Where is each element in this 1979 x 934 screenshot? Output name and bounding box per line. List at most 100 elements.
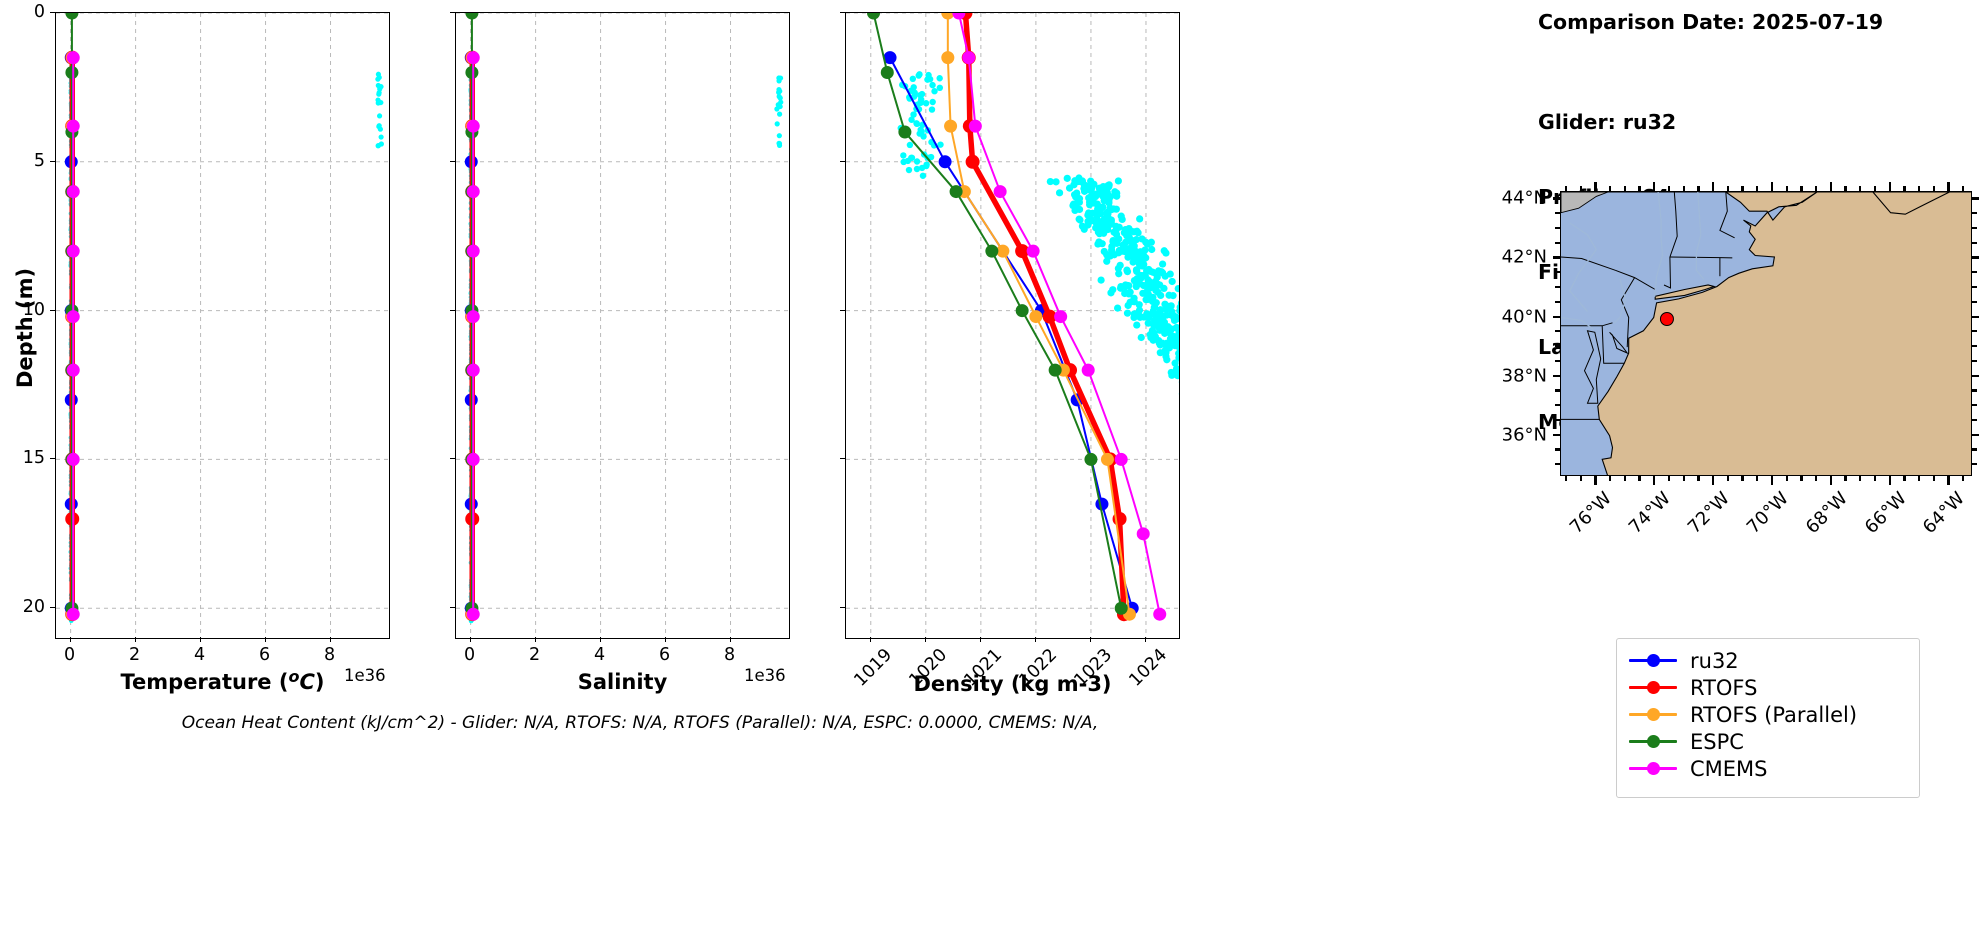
- x-tick-label: 2: [529, 645, 541, 665]
- y-tick-mark: [50, 12, 55, 13]
- map-lon-label: 70°W: [1742, 488, 1793, 538]
- map-lat-tick-left: [1555, 212, 1560, 215]
- map-lon-tick-bottom: [1829, 476, 1832, 485]
- y-tick-mark: [840, 12, 845, 13]
- glider-name-text: Glider: ru32: [1538, 110, 1677, 134]
- x-tick-mark: [534, 637, 536, 642]
- land-polygon: [1561, 192, 1971, 475]
- legend-item-rtofs[interactable]: RTOFS: [1629, 674, 1905, 701]
- map-lat-tick-left: [1555, 271, 1560, 274]
- x-tick-label: 0: [64, 645, 76, 665]
- y-tick-mark: [450, 607, 455, 609]
- legend-item-ru32[interactable]: ru32: [1629, 647, 1905, 674]
- river: [1695, 192, 1705, 280]
- y-tick-mark: [50, 458, 55, 460]
- legend-item-cmems[interactable]: CMEMS: [1629, 755, 1905, 782]
- map-lon-tick-bottom: [1962, 476, 1965, 481]
- temperature-axis-title: Temperature (oC): [120, 667, 325, 694]
- y-tick-mark: [840, 458, 845, 460]
- delaware-bay: [1609, 331, 1629, 355]
- map-lon-tick-bottom: [1564, 476, 1568, 481]
- map-lon-tick-bottom: [1932, 476, 1935, 481]
- map-lon-label: 66°W: [1860, 488, 1911, 538]
- map-lat-tick-left: [1555, 345, 1560, 348]
- map-lon-tick-bottom: [1726, 476, 1729, 481]
- map-lat-tick-right: [1972, 315, 1979, 318]
- series-espc: [867, 13, 1128, 615]
- map-lon-tick-top: [1947, 182, 1950, 191]
- map-lon-tick-bottom: [1697, 476, 1700, 481]
- legend-label: ESPC: [1690, 729, 1744, 754]
- y-tick-mark: [50, 607, 55, 609]
- map-lon-tick-bottom: [1609, 476, 1612, 481]
- map-lon-tick-bottom: [1800, 476, 1803, 481]
- map-lat-tick-right: [1972, 271, 1977, 274]
- map-lon-tick-top: [1770, 182, 1774, 191]
- series-cmems: [466, 51, 480, 621]
- map-lat-tick-right: [1972, 389, 1977, 392]
- y-tick-label: 20: [22, 597, 45, 618]
- map-lon-tick-top: [1888, 182, 1891, 191]
- x-tick-mark: [729, 637, 731, 642]
- map-lat-tick-right: [1972, 300, 1977, 303]
- map-lat-tick-right: [1972, 212, 1977, 215]
- map-lat-tick-left: [1555, 285, 1560, 289]
- legend-item-espc[interactable]: ESPC: [1629, 728, 1905, 755]
- map-lat-tick-left: [1555, 359, 1560, 362]
- map-lon-tick-top: [1594, 182, 1597, 191]
- x-tick-label: 8: [323, 645, 336, 665]
- glider-scatter-points: [68, 71, 384, 624]
- map-lat-tick-right: [1972, 241, 1977, 244]
- series-legend[interactable]: ru32 RTOFS RTOFS (Parallel) ESPC CMEMS: [1616, 638, 1920, 798]
- x-tick-label: 8: [723, 645, 736, 665]
- temperature-axes[interactable]: [55, 12, 390, 639]
- y-tick-mark: [450, 12, 455, 13]
- chesapeake-bay: [1583, 330, 1602, 404]
- map-lon-tick-top: [1726, 186, 1729, 191]
- salinity-axes[interactable]: [455, 12, 790, 639]
- map-lon-tick-bottom: [1756, 476, 1759, 481]
- y-tick-mark: [50, 309, 55, 311]
- map-lon-tick-bottom: [1579, 476, 1582, 481]
- map-lon-tick-top: [1579, 186, 1582, 191]
- panel-temperature: Depth (m) Temperature (oC) 1e36 0 2 4 6 8 0 5 1…: [0, 0, 450, 700]
- map-lat-tick-right: [1972, 433, 1979, 436]
- map-lon-tick-top: [1564, 186, 1568, 191]
- map-lon-tick-top: [1800, 186, 1803, 191]
- map-lat-label: 42°N: [1501, 246, 1547, 268]
- panel-salinity: Salinity 1e36 0 2 4 6 8: [405, 0, 855, 700]
- map-lon-tick-top: [1712, 182, 1715, 191]
- map-lon-tick-bottom: [1638, 476, 1641, 481]
- series-cmems: [952, 13, 1167, 621]
- canada-polygon: [1561, 192, 1609, 214]
- series-cmems: [66, 51, 80, 621]
- x-tick-mark: [664, 637, 666, 642]
- map-lon-tick-top: [1667, 186, 1671, 191]
- map-lat-tick-right: [1972, 256, 1979, 259]
- river: [1561, 316, 1594, 330]
- x-tick-label: 4: [193, 645, 206, 665]
- y-tick-label: 0: [33, 2, 45, 22]
- map-lon-tick-bottom: [1785, 476, 1788, 481]
- map-lat-label: 38°N: [1501, 365, 1547, 387]
- y-tick-mark: [50, 160, 55, 162]
- salinity-plot-area: [456, 13, 789, 638]
- map-lon-tick-bottom: [1682, 476, 1685, 481]
- map-lon-tick-top: [1873, 186, 1877, 191]
- map-lat-tick-right: [1972, 463, 1977, 466]
- map-lon-tick-bottom: [1623, 476, 1626, 481]
- map-lon-tick-top: [1932, 186, 1935, 191]
- y-tick-label: 15: [22, 448, 45, 469]
- salinity-axis-title: Salinity: [577, 670, 668, 694]
- x-tick-label: 4: [593, 645, 606, 665]
- map-lon-tick-top: [1756, 186, 1759, 191]
- y-tick-mark: [840, 309, 845, 311]
- ocean-heat-content-note: Ocean Heat Content (kJ/cm^2) - Glider: N…: [181, 713, 1099, 733]
- density-axes[interactable]: [845, 12, 1180, 639]
- legend-item-rtofs-parallel-[interactable]: RTOFS (Parallel): [1629, 701, 1905, 728]
- map-lat-label: 44°N: [1501, 187, 1547, 209]
- map-axes[interactable]: [1560, 191, 1972, 476]
- map-lon-tick-bottom: [1667, 476, 1671, 481]
- temperature-plot-area: [56, 13, 389, 638]
- state-border: [1669, 192, 1678, 258]
